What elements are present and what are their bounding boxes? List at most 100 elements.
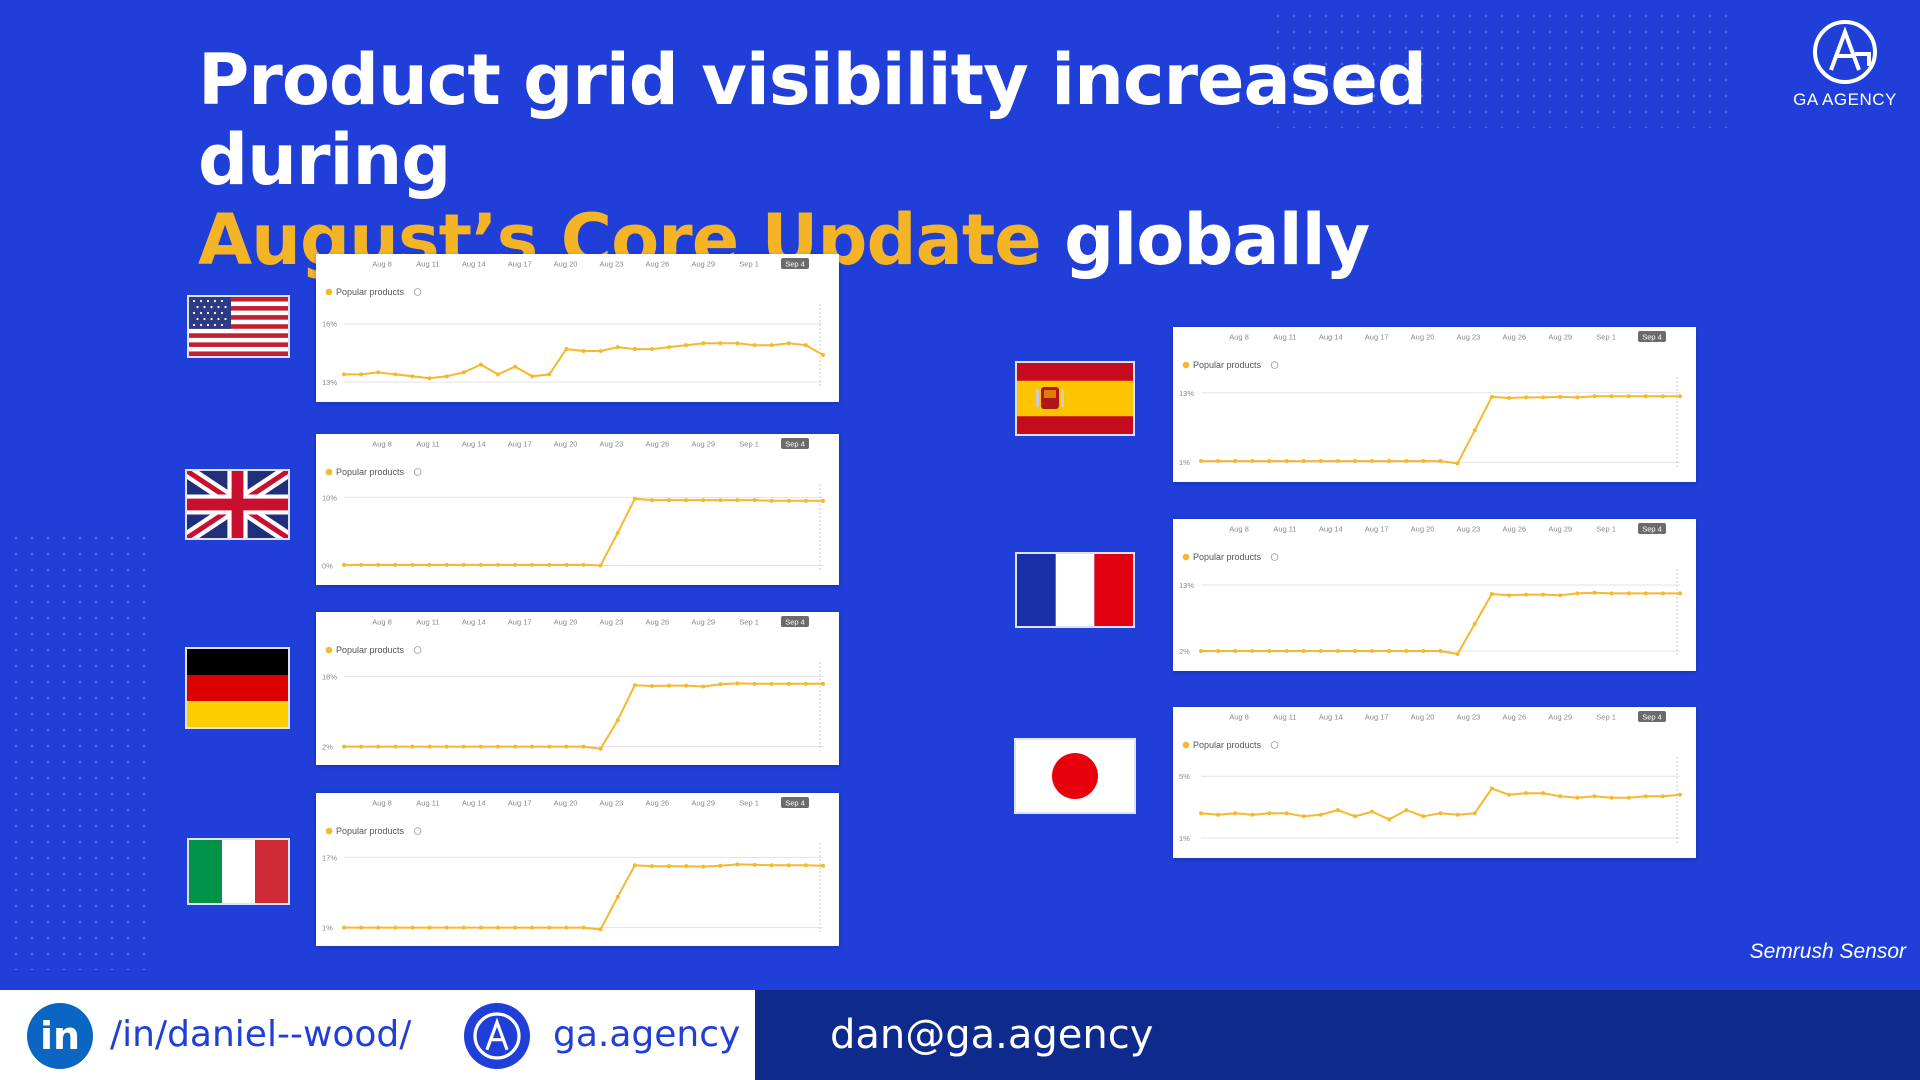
x-tick-label: Aug 8 [1229, 333, 1249, 342]
data-point [632, 683, 637, 688]
x-tick-label: Aug 29 [691, 440, 715, 449]
data-point [1575, 591, 1580, 596]
data-point [427, 925, 432, 930]
data-point [821, 498, 825, 503]
x-tick-label: Sep 4 [1642, 525, 1662, 534]
x-tick-label: Aug 26 [645, 799, 669, 808]
data-point [495, 744, 500, 749]
data-point [1370, 649, 1375, 653]
data-point [752, 343, 757, 348]
data-point [1335, 808, 1340, 813]
data-point [1626, 394, 1631, 399]
series-line [344, 497, 823, 567]
data-point [1489, 592, 1494, 596]
x-tick-label: Aug 14 [462, 440, 486, 449]
x-tick-label: Aug 23 [1457, 713, 1481, 722]
series-line [1201, 395, 1680, 465]
data-point [1506, 593, 1511, 598]
data-point [1421, 459, 1426, 464]
x-tick-label: Aug 26 [1502, 333, 1526, 342]
email-link[interactable]: dan@ga.agency [830, 1012, 1154, 1058]
data-point [547, 372, 552, 377]
legend-label: Popular products [336, 645, 405, 655]
data-point [701, 498, 706, 503]
data-point [598, 746, 603, 751]
data-point [1524, 395, 1529, 400]
data-point [1284, 459, 1289, 464]
x-tick-label: Aug 11 [1273, 333, 1296, 342]
data-point [359, 562, 364, 567]
x-tick-highlight [1638, 331, 1666, 342]
data-point [547, 925, 552, 930]
data-point [1199, 649, 1203, 653]
data-point [1318, 812, 1323, 817]
flag-japan [1016, 740, 1134, 812]
x-tick-label: Sep 4 [785, 799, 805, 808]
data-point [821, 863, 825, 868]
data-point [752, 681, 757, 686]
x-tick-label: Aug 11 [416, 440, 439, 449]
data-point [701, 684, 706, 689]
data-point [1541, 395, 1546, 400]
website-link[interactable]: ga.agency [553, 1014, 741, 1055]
data-point [735, 681, 740, 686]
series-line [344, 342, 824, 380]
x-tick-label: Aug 20 [1411, 333, 1435, 342]
data-point [615, 894, 620, 899]
x-tick-highlight [781, 438, 809, 449]
data-point [1318, 649, 1323, 653]
data-point [1267, 649, 1272, 653]
data-point [495, 925, 500, 930]
data-point [786, 498, 791, 503]
data-point [564, 347, 569, 352]
x-tick-label: Aug 20 [554, 440, 578, 449]
x-tick-label: Sep 1 [739, 799, 759, 808]
flag-germany [187, 649, 288, 727]
y-tick-label: 13% [322, 378, 337, 387]
legend-marker [1182, 553, 1190, 561]
data-point [1524, 592, 1529, 597]
line-chart: Aug 8 Aug 11 Aug 14 Aug 17 Aug 20 Aug 23 Aug 2… [1179, 331, 1682, 468]
series-line [344, 682, 823, 750]
x-tick-label: Aug 14 [1319, 525, 1343, 534]
data-point [1660, 794, 1665, 799]
info-icon [1270, 361, 1279, 369]
legend-marker [325, 288, 333, 296]
data-point [615, 345, 620, 350]
data-point [478, 562, 483, 567]
x-tick-label: Sep 4 [1642, 713, 1662, 722]
decorative-dots-left [8, 530, 148, 970]
line-chart: Aug 8 Aug 11 Aug 14 Aug 17 Aug 20 Aug 23 Aug 2… [1179, 711, 1682, 844]
data-point [1643, 794, 1648, 799]
data-point [1352, 459, 1357, 464]
data-point [1678, 591, 1682, 596]
info-icon [413, 827, 422, 835]
x-tick-label: Aug 23 [1457, 333, 1481, 342]
data-point [1489, 394, 1494, 399]
data-point [667, 345, 672, 350]
y-tick-label: 10% [322, 493, 337, 502]
data-point [410, 562, 415, 567]
x-tick-label: Aug 29 [1548, 525, 1572, 534]
data-point [1609, 795, 1614, 800]
linkedin-icon[interactable]: in [27, 1003, 93, 1069]
data-point [1626, 591, 1631, 596]
data-point [495, 372, 500, 377]
y-tick-label: 2% [322, 743, 333, 752]
data-point [598, 349, 603, 353]
data-point [1421, 649, 1426, 653]
ga-logo-icon[interactable] [464, 1003, 530, 1069]
data-point [1558, 394, 1563, 399]
data-point [342, 925, 346, 930]
data-point [718, 341, 723, 346]
x-tick-label: Sep 1 [739, 440, 759, 449]
line-chart: Aug 8 Aug 11 Aug 14 Aug 17 Aug 20 Aug 23 Aug 2… [322, 438, 825, 571]
data-point [1284, 649, 1289, 653]
data-point [821, 681, 825, 686]
x-tick-label: Aug 17 [1365, 525, 1389, 534]
linkedin-handle-link[interactable]: /in/daniel--wood/ [110, 1014, 412, 1055]
data-point [495, 562, 500, 567]
data-point [564, 925, 569, 930]
data-point [1233, 811, 1238, 816]
data-point [1506, 792, 1511, 797]
